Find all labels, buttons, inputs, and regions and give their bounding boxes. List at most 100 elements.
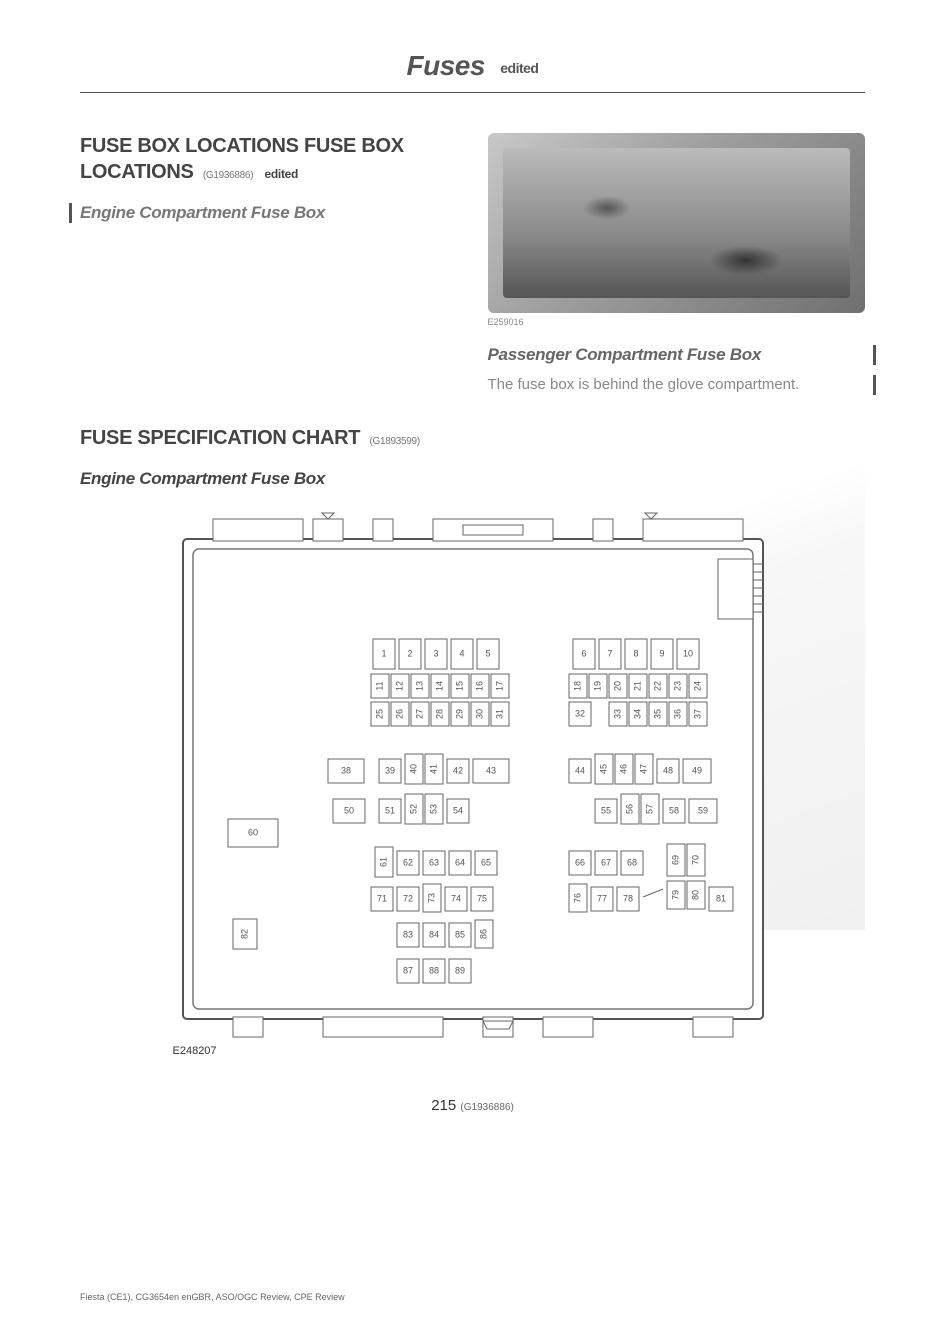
svg-text:82: 82 — [239, 929, 249, 939]
svg-text:47: 47 — [638, 764, 648, 774]
section2-heading-text: FUSE SPECIFICATION CHART — [80, 427, 360, 449]
svg-text:89: 89 — [454, 966, 464, 976]
svg-text:40: 40 — [408, 764, 418, 774]
svg-text:33: 33 — [612, 709, 622, 719]
svg-text:88: 88 — [428, 966, 438, 976]
page-title-text: Fuses — [407, 50, 485, 81]
svg-text:86: 86 — [478, 929, 488, 939]
svg-text:31: 31 — [494, 709, 504, 719]
engine-photo-ref: E259016 — [488, 317, 866, 327]
svg-text:71: 71 — [376, 894, 386, 904]
svg-text:3: 3 — [433, 649, 438, 659]
svg-text:12: 12 — [394, 681, 404, 691]
svg-text:52: 52 — [408, 804, 418, 814]
svg-text:66: 66 — [574, 858, 584, 868]
svg-text:10: 10 — [682, 649, 692, 659]
svg-text:39: 39 — [384, 766, 394, 776]
svg-text:6: 6 — [581, 649, 586, 659]
page-number: 215 (G1936886) — [80, 1097, 865, 1114]
svg-text:36: 36 — [672, 709, 682, 719]
svg-text:4: 4 — [459, 649, 464, 659]
svg-text:28: 28 — [434, 709, 444, 719]
svg-text:48: 48 — [662, 766, 672, 776]
svg-text:23: 23 — [672, 681, 682, 691]
svg-text:27: 27 — [414, 709, 424, 719]
page-number-ref: (G1936886) — [460, 1102, 513, 1113]
diagram-ref: E248207 — [173, 1045, 773, 1057]
svg-text:2: 2 — [407, 649, 412, 659]
svg-text:81: 81 — [715, 894, 725, 904]
svg-text:5: 5 — [485, 649, 490, 659]
fuse-diagram-svg: 1 2 3 4 5 6 7 8 9 10 11 12 13 14 — [173, 509, 773, 1039]
svg-text:68: 68 — [626, 858, 636, 868]
svg-text:8: 8 — [633, 649, 638, 659]
svg-text:51: 51 — [384, 806, 394, 816]
svg-text:38: 38 — [340, 766, 350, 776]
svg-text:26: 26 — [394, 709, 404, 719]
engine-photo — [488, 133, 866, 313]
svg-text:87: 87 — [402, 966, 412, 976]
svg-text:55: 55 — [600, 806, 610, 816]
svg-text:53: 53 — [428, 804, 438, 814]
svg-text:14: 14 — [434, 681, 444, 691]
fuse-diagram: 1 2 3 4 5 6 7 8 9 10 11 12 13 14 — [173, 509, 773, 1057]
section1-heading: FUSE BOX LOCATIONS FUSE BOX LOCATIONS (G… — [80, 133, 458, 185]
svg-text:37: 37 — [692, 709, 702, 719]
svg-text:76: 76 — [572, 893, 582, 903]
svg-text:20: 20 — [612, 681, 622, 691]
svg-text:42: 42 — [452, 766, 462, 776]
svg-text:15: 15 — [454, 681, 464, 691]
svg-text:41: 41 — [428, 764, 438, 774]
section1-right-sub: Passenger Compartment Fuse Box — [488, 345, 877, 365]
section1-ref: (G1936886) — [203, 170, 253, 181]
svg-text:62: 62 — [402, 858, 412, 868]
svg-text:35: 35 — [652, 709, 662, 719]
section2-heading: FUSE SPECIFICATION CHART (G1893599) — [80, 425, 865, 451]
svg-text:22: 22 — [652, 681, 662, 691]
svg-text:18: 18 — [572, 681, 582, 691]
page-number-value: 215 — [431, 1097, 456, 1114]
svg-text:46: 46 — [618, 764, 628, 774]
svg-text:21: 21 — [632, 681, 642, 691]
svg-text:85: 85 — [454, 930, 464, 940]
svg-text:63: 63 — [428, 858, 438, 868]
svg-text:19: 19 — [592, 681, 602, 691]
svg-text:9: 9 — [659, 649, 664, 659]
title-rule — [80, 92, 865, 93]
svg-text:7: 7 — [607, 649, 612, 659]
svg-text:34: 34 — [632, 709, 642, 719]
svg-text:45: 45 — [598, 764, 608, 774]
svg-text:80: 80 — [690, 890, 700, 900]
svg-text:43: 43 — [485, 766, 495, 776]
section2-ref: (G1893599) — [369, 436, 419, 447]
svg-text:77: 77 — [596, 894, 606, 904]
svg-text:25: 25 — [374, 709, 384, 719]
svg-text:69: 69 — [670, 855, 680, 865]
svg-text:44: 44 — [574, 766, 584, 776]
svg-text:56: 56 — [624, 804, 634, 814]
page-title: Fuses edited — [80, 50, 865, 92]
svg-text:73: 73 — [426, 893, 436, 903]
svg-text:79: 79 — [670, 890, 680, 900]
svg-text:17: 17 — [494, 681, 504, 691]
svg-text:24: 24 — [692, 681, 702, 691]
svg-text:29: 29 — [454, 709, 464, 719]
svg-text:74: 74 — [450, 894, 460, 904]
svg-text:54: 54 — [452, 806, 462, 816]
svg-text:32: 32 — [574, 709, 584, 719]
svg-text:64: 64 — [454, 858, 464, 868]
footer: Fiesta (CE1), CG3654en enGBR, ASO/OGC Re… — [80, 1292, 345, 1302]
svg-text:16: 16 — [474, 681, 484, 691]
svg-text:1: 1 — [381, 649, 386, 659]
svg-text:84: 84 — [428, 930, 438, 940]
svg-text:67: 67 — [600, 858, 610, 868]
svg-text:11: 11 — [374, 682, 384, 691]
svg-text:61: 61 — [378, 857, 388, 867]
svg-text:49: 49 — [691, 766, 701, 776]
section2-sub: Engine Compartment Fuse Box — [80, 469, 865, 489]
fuse-row-9: 87 88 89 — [397, 959, 471, 983]
svg-text:65: 65 — [480, 858, 490, 868]
svg-text:30: 30 — [474, 709, 484, 719]
svg-text:75: 75 — [476, 894, 486, 904]
svg-text:83: 83 — [402, 930, 412, 940]
